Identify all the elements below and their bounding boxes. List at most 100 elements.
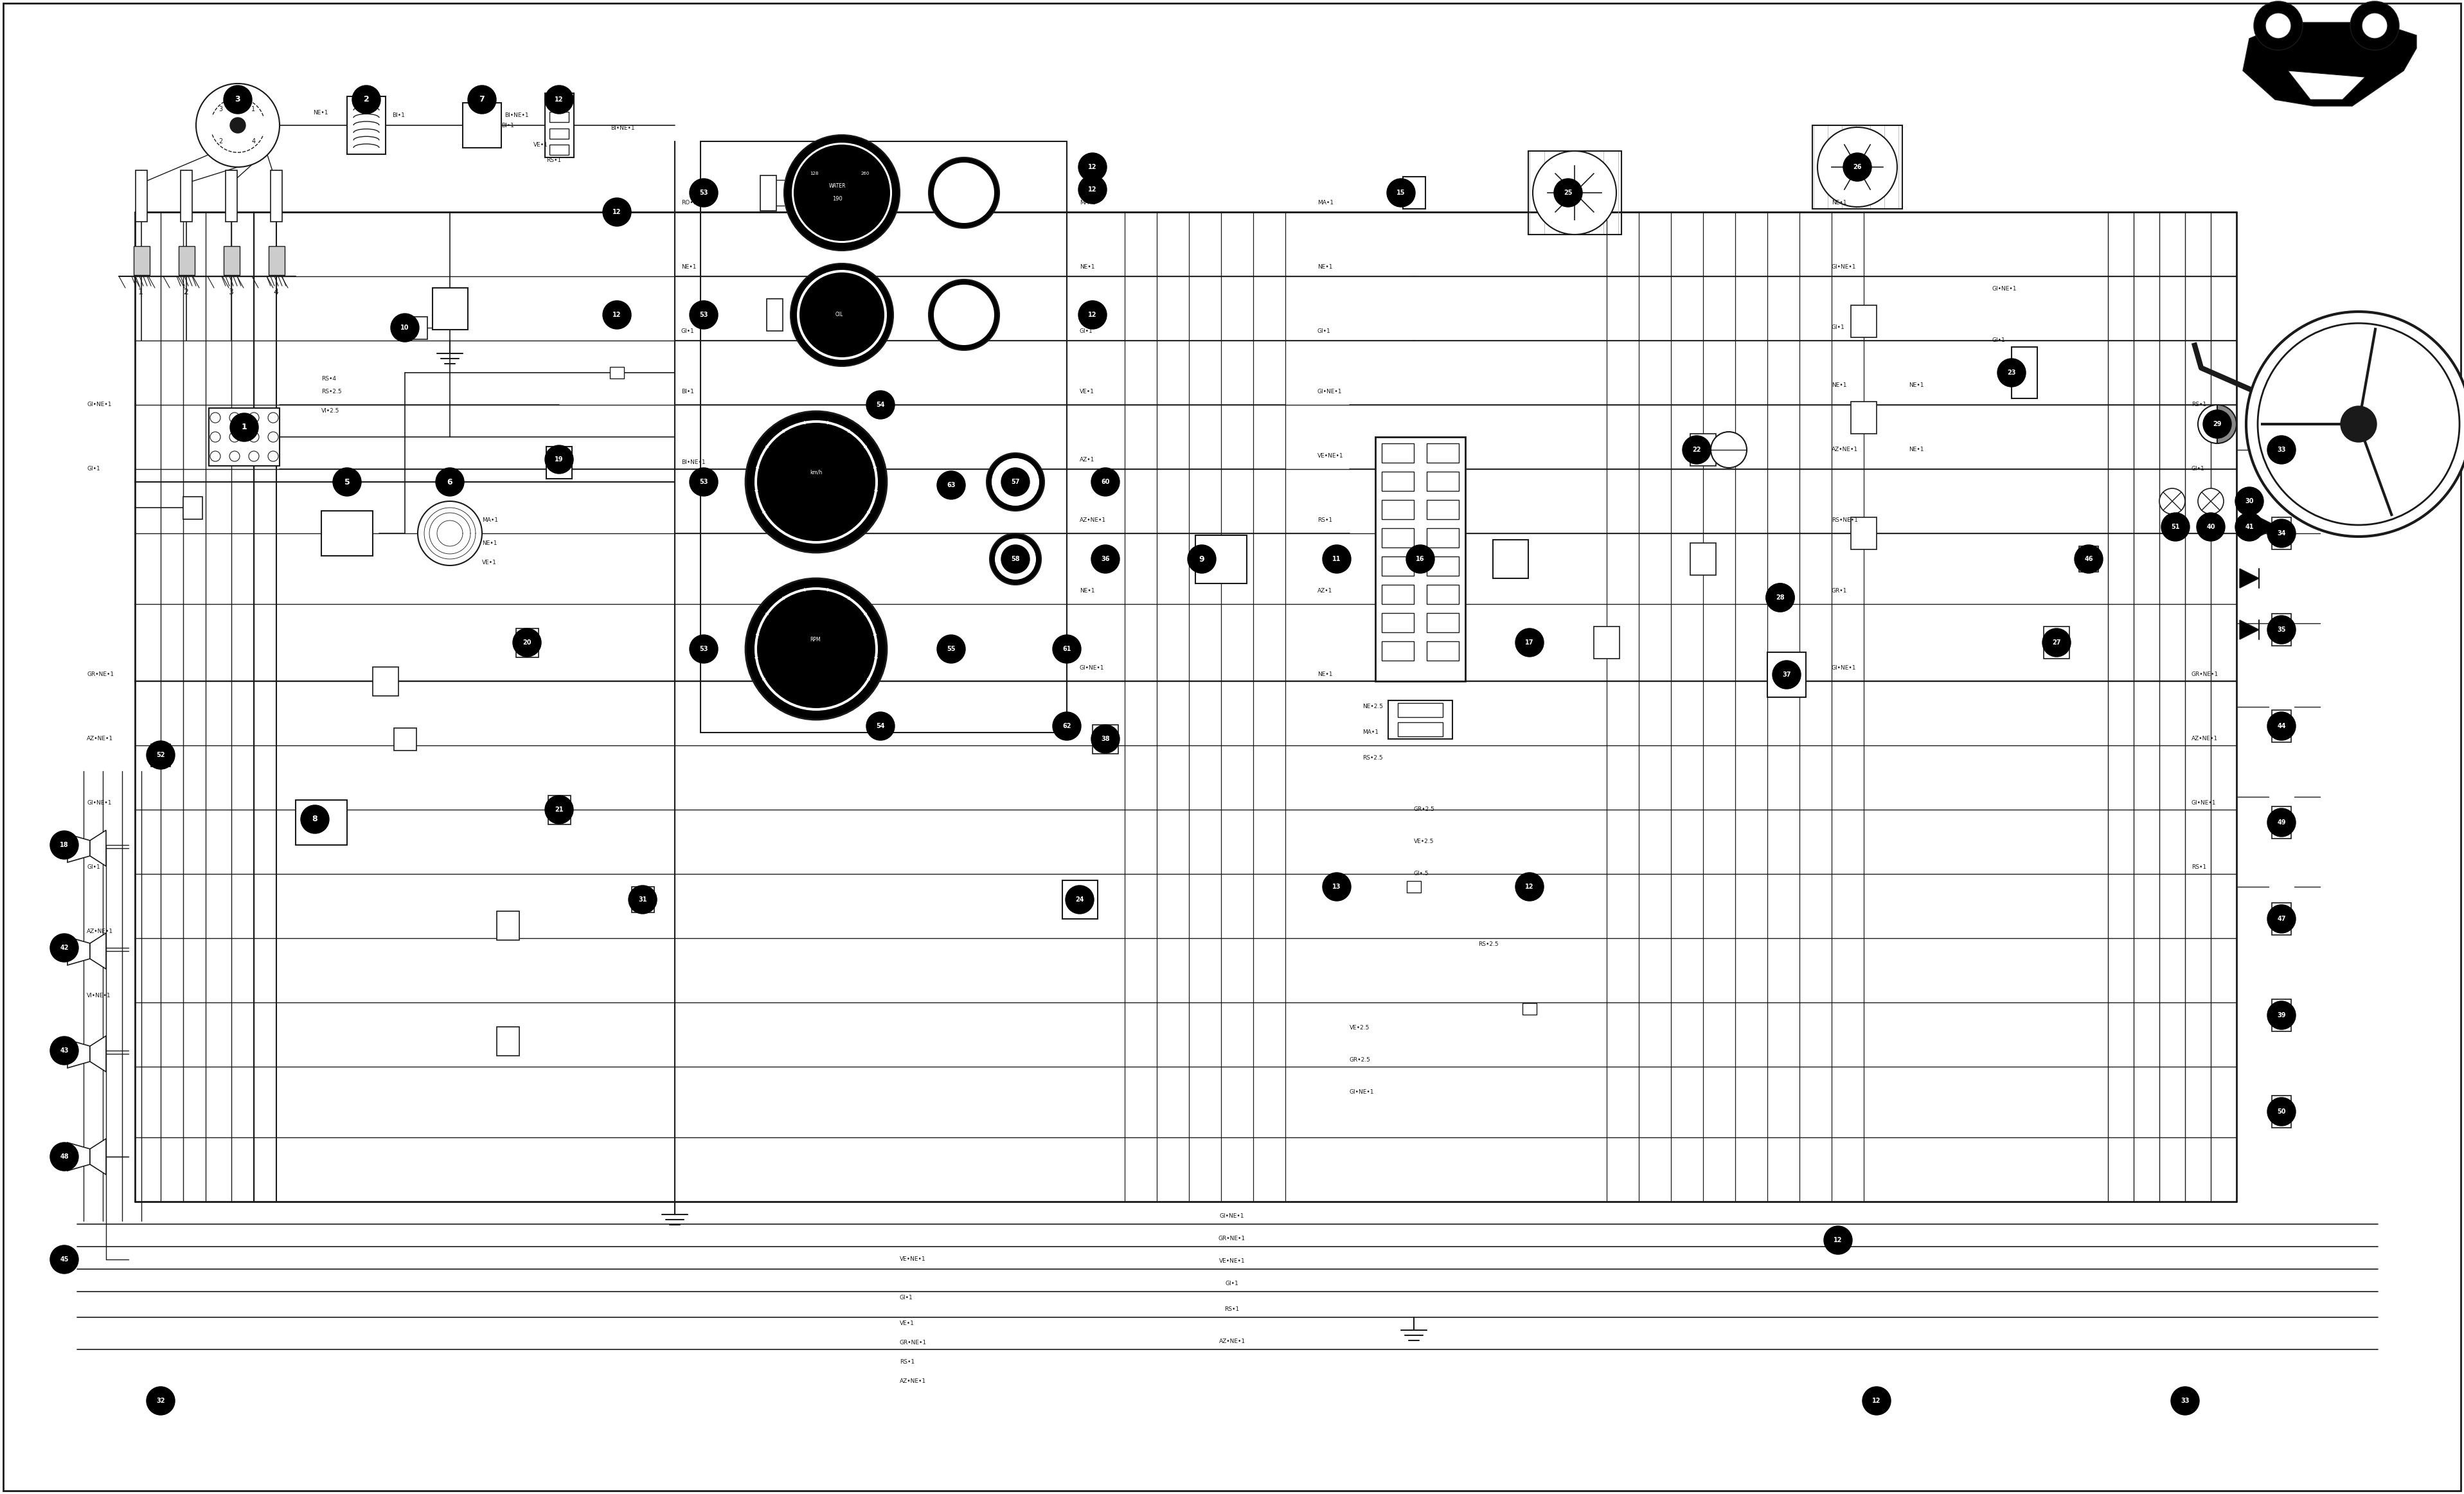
Text: 35: 35 bbox=[2277, 626, 2287, 633]
Bar bbox=[1594, 626, 1619, 659]
Text: VE•1: VE•1 bbox=[1079, 388, 1094, 394]
Text: RPM: RPM bbox=[811, 636, 821, 642]
Bar bbox=[209, 408, 278, 466]
Text: RS•1: RS•1 bbox=[1225, 1306, 1239, 1312]
Text: BI•NE•1: BI•NE•1 bbox=[611, 125, 636, 131]
Text: BI•1: BI•1 bbox=[392, 112, 404, 118]
Bar bbox=[759, 175, 776, 211]
Circle shape bbox=[995, 538, 1035, 580]
Text: AZ•NE•1: AZ•NE•1 bbox=[899, 1379, 926, 1385]
Bar bbox=[150, 744, 170, 766]
Circle shape bbox=[604, 197, 631, 226]
Text: GI•NE•1: GI•NE•1 bbox=[1831, 264, 1855, 269]
Text: NE•1: NE•1 bbox=[483, 541, 498, 545]
Polygon shape bbox=[67, 937, 91, 965]
Bar bbox=[1375, 436, 1466, 681]
Text: 34: 34 bbox=[2277, 530, 2287, 536]
Bar bbox=[2272, 902, 2292, 935]
Text: 8: 8 bbox=[313, 816, 318, 823]
Bar bbox=[1690, 542, 1715, 575]
Circle shape bbox=[1323, 545, 1350, 574]
Text: NE•1: NE•1 bbox=[1910, 447, 1924, 453]
Bar bbox=[227, 170, 237, 221]
Circle shape bbox=[2341, 406, 2378, 442]
Text: 12: 12 bbox=[1833, 1237, 1843, 1243]
Text: 4: 4 bbox=[251, 139, 256, 145]
Circle shape bbox=[929, 279, 1000, 350]
Circle shape bbox=[1052, 713, 1082, 740]
Bar bbox=[347, 97, 384, 154]
Bar bbox=[1427, 529, 1459, 547]
Circle shape bbox=[2257, 323, 2459, 524]
Circle shape bbox=[2363, 13, 2388, 39]
Text: NE•1: NE•1 bbox=[1910, 382, 1924, 388]
Circle shape bbox=[392, 314, 419, 342]
Circle shape bbox=[2161, 512, 2190, 541]
Text: AZ•1: AZ•1 bbox=[1079, 457, 1094, 462]
Bar bbox=[549, 96, 569, 106]
Bar bbox=[271, 170, 283, 221]
Circle shape bbox=[545, 795, 574, 823]
Circle shape bbox=[301, 805, 330, 834]
Circle shape bbox=[229, 412, 239, 423]
Bar bbox=[1427, 556, 1459, 575]
Text: 52: 52 bbox=[155, 751, 165, 759]
Circle shape bbox=[756, 590, 875, 708]
Polygon shape bbox=[2240, 620, 2259, 639]
Text: 11: 11 bbox=[1333, 556, 1340, 562]
Bar bbox=[1402, 176, 1424, 209]
Text: GI•.5: GI•.5 bbox=[1414, 871, 1429, 877]
Text: 58: 58 bbox=[1010, 556, 1020, 562]
Circle shape bbox=[229, 414, 259, 441]
Circle shape bbox=[1064, 886, 1094, 914]
Text: BI•1: BI•1 bbox=[680, 388, 695, 394]
Text: VE•NE•1: VE•NE•1 bbox=[1220, 1258, 1244, 1264]
Circle shape bbox=[1818, 127, 1897, 206]
Text: NE•1: NE•1 bbox=[1079, 589, 1094, 595]
Text: VE•1: VE•1 bbox=[483, 559, 498, 565]
Circle shape bbox=[1515, 629, 1542, 657]
Bar bbox=[549, 112, 569, 123]
Circle shape bbox=[333, 468, 362, 496]
Text: 21: 21 bbox=[554, 807, 564, 813]
Circle shape bbox=[793, 145, 890, 241]
Text: 19: 19 bbox=[554, 456, 564, 463]
Text: BI•NE•1: BI•NE•1 bbox=[680, 460, 705, 466]
Text: AZ•NE•1: AZ•NE•1 bbox=[86, 929, 113, 935]
Bar bbox=[1767, 653, 1806, 698]
Circle shape bbox=[2267, 520, 2296, 547]
Text: 54: 54 bbox=[877, 723, 885, 729]
Text: GI•1: GI•1 bbox=[1225, 1280, 1239, 1286]
Bar bbox=[1427, 444, 1459, 463]
Text: GI•1: GI•1 bbox=[86, 865, 101, 871]
Text: 15: 15 bbox=[1397, 190, 1404, 196]
Polygon shape bbox=[2259, 517, 2279, 536]
Text: 9: 9 bbox=[1200, 554, 1205, 563]
Bar bbox=[1814, 125, 1902, 209]
Circle shape bbox=[2351, 1, 2400, 51]
Circle shape bbox=[249, 412, 259, 423]
Text: 18: 18 bbox=[59, 841, 69, 849]
Circle shape bbox=[1683, 436, 1710, 465]
Bar bbox=[545, 93, 574, 157]
Text: GR•2.5: GR•2.5 bbox=[1414, 807, 1434, 813]
Bar bbox=[1850, 517, 1878, 550]
Text: 49: 49 bbox=[2277, 819, 2287, 826]
Bar bbox=[269, 247, 283, 275]
Text: GR•NE•1: GR•NE•1 bbox=[86, 672, 113, 678]
Bar bbox=[495, 911, 520, 940]
Circle shape bbox=[145, 1386, 175, 1415]
Circle shape bbox=[1079, 175, 1106, 203]
Text: 24: 24 bbox=[1074, 896, 1084, 902]
Text: 42: 42 bbox=[59, 944, 69, 952]
Circle shape bbox=[628, 886, 658, 914]
Text: 12: 12 bbox=[554, 97, 564, 103]
Text: VI•2.5: VI•2.5 bbox=[320, 408, 340, 414]
Bar bbox=[1850, 402, 1878, 433]
Text: 36: 36 bbox=[1101, 556, 1109, 562]
Text: 30: 30 bbox=[2245, 498, 2255, 505]
Circle shape bbox=[49, 934, 79, 962]
Circle shape bbox=[2264, 13, 2292, 39]
Text: 44: 44 bbox=[2277, 723, 2287, 729]
Text: 5: 5 bbox=[345, 478, 350, 486]
